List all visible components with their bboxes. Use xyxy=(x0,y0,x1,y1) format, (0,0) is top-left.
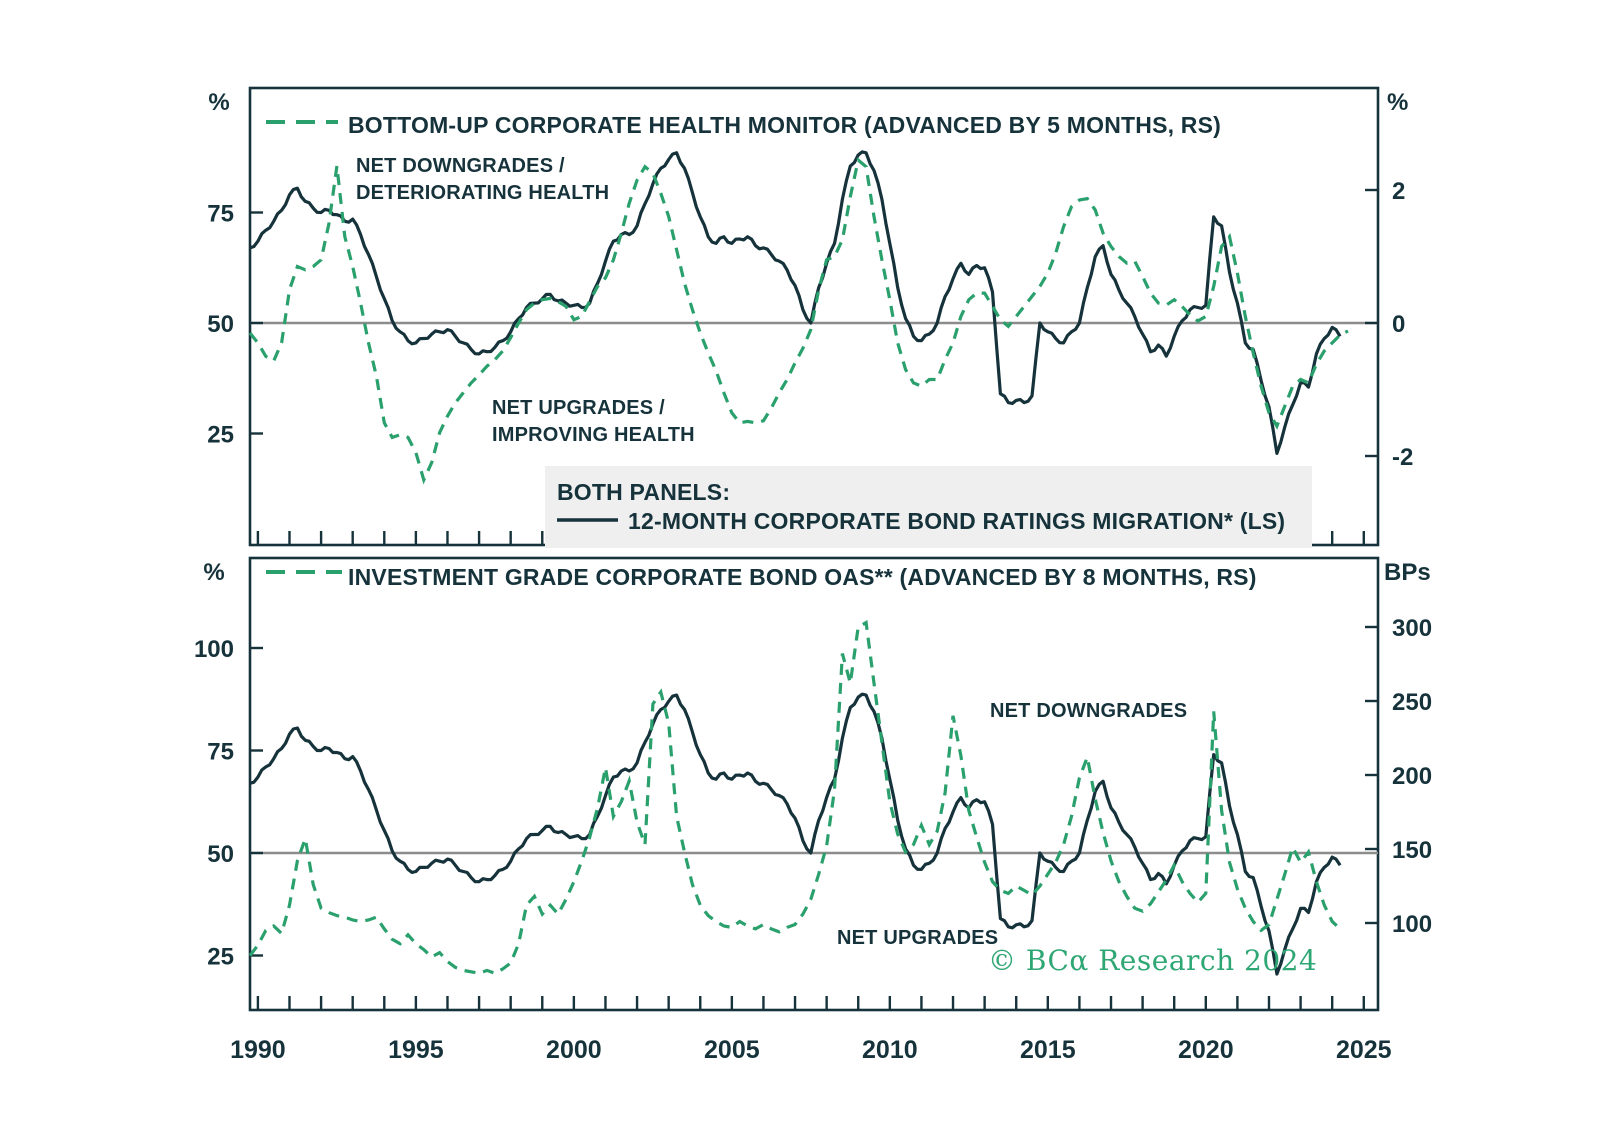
ratings-migration-line-bottom xyxy=(249,692,1342,976)
bottom-right-tick-label: 300 xyxy=(1392,615,1432,642)
top-panel-legend: BOTTOM-UP CORPORATE HEALTH MONITOR (ADVA… xyxy=(348,112,1221,138)
ig-oas-line-bottom xyxy=(248,620,1342,976)
x-axis-label: 2010 xyxy=(862,1036,918,1064)
chart-generated-layer: 75 50 25 2 0 -2 100 75 50 25 300 250 200 150 100 1990 19… xyxy=(194,86,1432,1064)
bottom-panel-frame xyxy=(248,556,1380,1012)
bottom-right-tick-label: 200 xyxy=(1392,763,1432,790)
top-left-tick-label: 25 xyxy=(207,422,234,449)
annotation-net-downgrades-bottom: NET DOWNGRADES xyxy=(990,700,1187,722)
top-right-tick-label: -2 xyxy=(1392,444,1413,471)
bottom-left-tick-label: 50 xyxy=(207,841,234,868)
annotation-net-upgrades-line1: NET UPGRADES / xyxy=(492,397,665,419)
copyright-text: © BCα Research 2024 xyxy=(988,944,1317,977)
both-panels-legend-title: BOTH PANELS: xyxy=(557,479,730,505)
annotation-net-upgrades-bottom: NET UPGRADES xyxy=(837,927,998,949)
bottom-right-unit-label: BPs xyxy=(1384,559,1431,586)
bottom-left-unit-label: % xyxy=(203,559,224,586)
x-axis-label: 2000 xyxy=(546,1036,602,1064)
x-axis-label: 2020 xyxy=(1178,1036,1234,1064)
chart-labels-layer: % % BOTTOM-UP CORPORATE HEALTH MONITOR (… xyxy=(203,89,1430,977)
ratings-migration-line-top xyxy=(249,150,1342,455)
bottom-right-tick-label: 150 xyxy=(1392,837,1432,864)
annotation-net-upgrades-line2: IMPROVING HEALTH xyxy=(492,424,695,446)
x-axis-label: 1990 xyxy=(230,1036,286,1064)
health-monitor-line-top xyxy=(248,157,1349,485)
top-right-tick-label: 2 xyxy=(1392,178,1405,205)
x-axis-label: 1995 xyxy=(388,1036,444,1064)
top-left-unit-label: % xyxy=(208,89,229,116)
top-right-tick-label: 0 xyxy=(1392,311,1405,338)
bottom-left-tick-label: 25 xyxy=(207,944,234,971)
top-left-tick-label: 50 xyxy=(207,311,234,338)
both-panels-legend-box xyxy=(545,466,1312,548)
annotation-net-downgrades-line1: NET DOWNGRADES / xyxy=(356,155,565,177)
x-axis-label: 2005 xyxy=(704,1036,760,1064)
x-axis-label: 2025 xyxy=(1336,1036,1392,1064)
top-left-tick-label: 75 xyxy=(207,201,234,228)
bottom-left-tick-label: 100 xyxy=(194,636,234,663)
bottom-right-tick-label: 250 xyxy=(1392,689,1432,716)
bottom-panel-legend: INVESTMENT GRADE CORPORATE BOND OAS** (A… xyxy=(348,564,1257,590)
top-right-unit-label: % xyxy=(1387,89,1408,116)
both-panels-legend-entry: 12-MONTH CORPORATE BOND RATINGS MIGRATIO… xyxy=(628,508,1285,534)
x-axis-label: 2015 xyxy=(1020,1036,1076,1064)
bottom-left-tick-label: 75 xyxy=(207,739,234,766)
annotation-net-downgrades-line2: DETERIORATING HEALTH xyxy=(356,182,609,204)
bottom-right-tick-label: 100 xyxy=(1392,911,1432,938)
